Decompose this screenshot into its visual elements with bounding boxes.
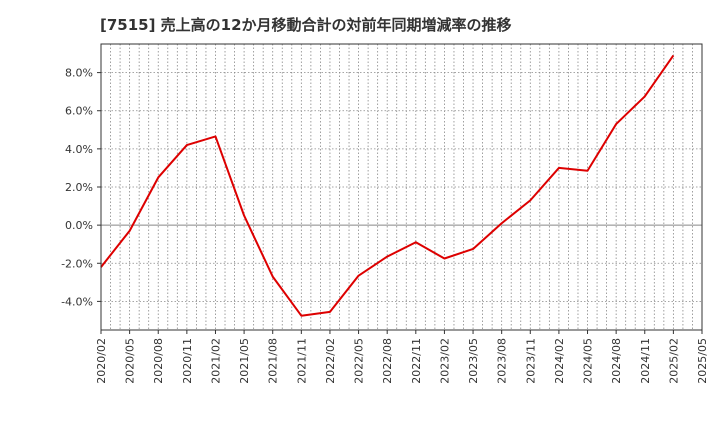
grid-layer: [101, 44, 702, 330]
x-tick-label: 2025/05: [696, 338, 709, 384]
x-tick-label: 2024/05: [582, 338, 595, 384]
x-tick-label: 2021/11: [295, 338, 308, 384]
y-tick-label: 6.0%: [65, 105, 93, 118]
x-tick-label: 2020/05: [124, 338, 137, 384]
x-tick-label: 2023/11: [524, 338, 537, 384]
x-tick-label: 2021/08: [267, 338, 280, 384]
x-tick-label: 2022/08: [381, 338, 394, 384]
x-tick-label: 2021/05: [238, 338, 251, 384]
x-tick-label: 2020/11: [181, 338, 194, 384]
series-layer: [100, 54, 675, 317]
x-tick-label: 2023/08: [496, 338, 509, 384]
chart-title: [7515] 売上高の12か月移動合計の対前年同期増減率の推移: [100, 16, 512, 34]
x-axis-ticks: 2020/02 2020/05 2020/08 2020/11 2021/02 2021/…: [95, 330, 709, 384]
y-tick-label: -4.0%: [61, 295, 93, 308]
x-tick-label: 2023/05: [467, 338, 480, 384]
x-tick-label: 2020/02: [95, 338, 108, 384]
y-tick-label: 0.0%: [65, 219, 93, 232]
y-tick-label: -2.0%: [61, 257, 93, 270]
x-tick-label: 2021/02: [209, 338, 222, 384]
x-tick-label: 2024/08: [610, 338, 623, 384]
x-tick-label: 2020/08: [152, 338, 165, 384]
x-tick-label: 2024/02: [553, 338, 566, 384]
y-tick-label: 4.0%: [65, 143, 93, 156]
x-tick-label: 2023/02: [438, 338, 451, 384]
x-tick-label: 2022/11: [410, 338, 423, 384]
y-axis-ticks: -4.0% -2.0% 0.0% 2.0% 4.0% 6.0% 8.0%: [61, 67, 101, 308]
y-tick-label: 2.0%: [65, 181, 93, 194]
x-tick-label: 2025/02: [667, 338, 680, 384]
x-tick-label: 2022/05: [353, 338, 366, 384]
plot-frame: [100, 43, 703, 331]
y-tick-label: 8.0%: [65, 67, 93, 80]
x-tick-label: 2024/11: [639, 338, 652, 384]
x-tick-label: 2022/02: [324, 338, 337, 384]
